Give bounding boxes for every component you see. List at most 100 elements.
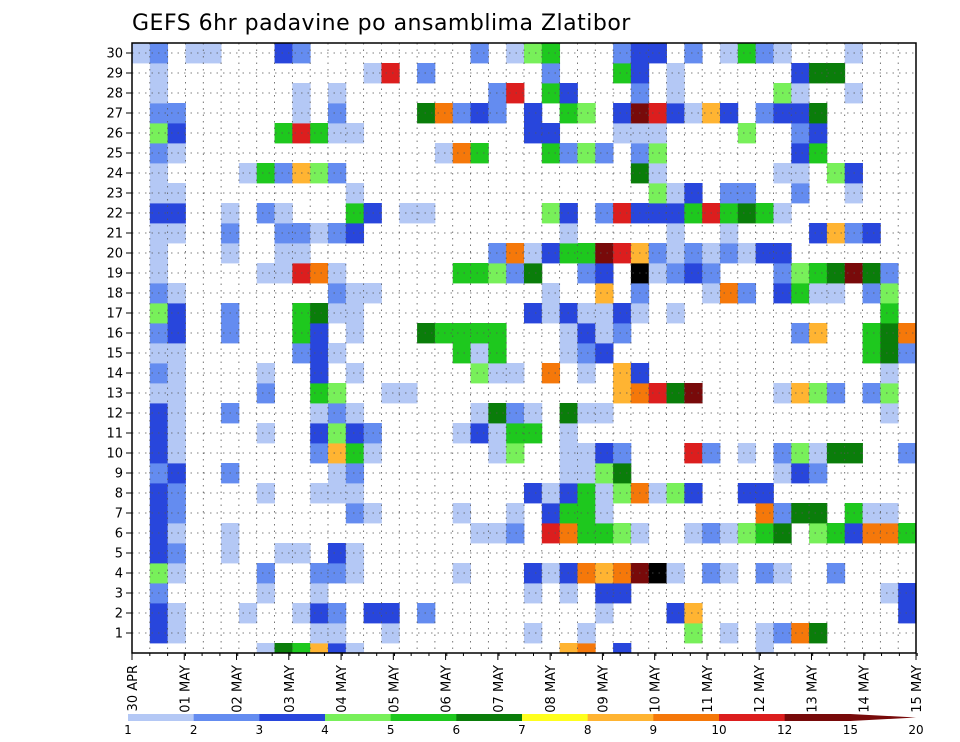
- heatmap-cell: [577, 643, 596, 654]
- heatmap-cell: [506, 403, 525, 424]
- heatmap-cell: [541, 63, 561, 84]
- y-tick-label: 13: [106, 387, 123, 402]
- heatmap-cell: [791, 83, 810, 104]
- x-tick-label: 13 MAY: [805, 665, 820, 713]
- y-tick-label: 30: [106, 47, 123, 62]
- heatmap-cell: [274, 203, 293, 224]
- legend-swatch: [325, 714, 392, 721]
- color-legend: 1 2 3 4 5 6 7 8 9 10 12 15 20: [124, 714, 924, 737]
- grid-lines: [132, 43, 916, 653]
- heatmap-cell: [755, 563, 774, 584]
- heatmap-cell: [666, 563, 685, 584]
- heatmap-cell: [470, 403, 489, 424]
- y-tick-label: 27: [106, 107, 123, 122]
- heatmap-cell: [826, 563, 846, 584]
- heatmap-cell: [880, 343, 899, 364]
- heatmap-cell: [470, 523, 489, 544]
- heatmap-cell: [720, 563, 739, 584]
- heatmap-cell: [274, 223, 293, 244]
- heatmap-cell: [648, 183, 667, 204]
- heatmap-cell: [399, 203, 418, 224]
- heatmap-cell: [613, 303, 632, 324]
- heatmap-cell: [898, 603, 917, 624]
- heatmap-cell: [541, 203, 561, 224]
- heatmap-cell: [577, 463, 596, 484]
- x-tick-label: 12 MAY: [753, 665, 768, 713]
- heatmap-cell: [595, 463, 614, 484]
- heatmap-cell: [755, 243, 774, 264]
- heatmap-cell: [541, 563, 561, 584]
- heatmap-cell: [256, 423, 275, 444]
- heatmap-cell: [809, 503, 828, 524]
- heatmap-cell: [274, 43, 293, 64]
- heatmap-cell: [328, 103, 347, 124]
- heatmap-cell: [381, 623, 400, 644]
- heatmap-cell: [506, 423, 525, 444]
- heatmap-cell: [577, 343, 596, 364]
- legend-label: 1: [124, 723, 132, 737]
- heatmap-cell: [720, 183, 739, 204]
- heatmap-cell: [256, 163, 275, 184]
- heatmap-cell: [613, 123, 632, 144]
- heatmap-cell: [328, 603, 347, 624]
- heatmap-cell: [417, 603, 436, 624]
- heatmap-cell: [310, 323, 329, 344]
- heatmap-cell: [167, 143, 186, 164]
- heatmap-cell: [506, 443, 525, 464]
- heatmap-cell: [880, 363, 899, 384]
- legend-label: 12: [777, 723, 792, 737]
- heatmap-cell: [862, 323, 881, 344]
- heatmap-cell: [470, 43, 489, 64]
- heatmap-cell: [577, 623, 596, 644]
- legend-label: 10: [711, 723, 726, 737]
- heatmap-cell: [577, 243, 596, 264]
- heatmap-cell: [541, 283, 561, 304]
- heatmap-cell: [238, 163, 258, 184]
- heatmap-cell: [613, 363, 632, 384]
- heatmap-cell: [648, 563, 667, 584]
- heatmap-cell: [470, 363, 489, 384]
- heatmap-cell: [862, 283, 881, 304]
- heatmap-cell: [167, 283, 186, 304]
- heatmap-cell: [417, 203, 436, 224]
- heatmap-cell: [345, 563, 365, 584]
- heatmap-cell: [328, 163, 347, 184]
- heatmap-cell: [417, 323, 436, 344]
- heatmap-cell: [755, 483, 774, 504]
- heatmap-cell: [506, 363, 525, 384]
- heatmap-cell: [274, 243, 293, 264]
- heatmap-cell: [328, 423, 347, 444]
- heatmap-cell: [256, 363, 275, 384]
- heatmap-cell: [577, 503, 596, 524]
- heatmap-cell: [648, 103, 667, 124]
- heatmap-cell: [898, 323, 917, 344]
- heatmap-cell: [310, 563, 329, 584]
- heatmap-cell: [381, 603, 400, 624]
- heatmap-cell: [809, 103, 828, 124]
- heatmap-cell: [898, 583, 917, 604]
- heatmap-cell: [809, 443, 828, 464]
- heatmap-cell: [595, 323, 614, 344]
- y-tick-label: 26: [106, 127, 123, 142]
- heatmap-cell: [167, 463, 186, 484]
- heatmap-cell: [310, 263, 329, 284]
- heatmap-cell: [755, 643, 774, 654]
- y-tick-label: 23: [106, 187, 123, 202]
- heatmap-cell: [613, 463, 632, 484]
- heatmap-cell: [577, 483, 596, 504]
- y-tick-label: 6: [115, 527, 123, 542]
- heatmap-cell: [274, 123, 293, 144]
- heatmap-cell: [880, 283, 899, 304]
- heatmap-cell: [648, 43, 667, 64]
- heatmap-cell: [880, 583, 899, 604]
- legend-label: 20: [908, 723, 923, 737]
- heatmap-cell: [720, 623, 739, 644]
- heatmap-cell: [524, 403, 543, 424]
- y-tick-label: 18: [106, 287, 123, 302]
- heatmap-cell: [791, 263, 810, 284]
- heatmap-cell: [452, 503, 471, 524]
- heatmap-cell: [737, 123, 757, 144]
- heatmap-cell: [648, 163, 667, 184]
- heatmap-cell: [809, 463, 828, 484]
